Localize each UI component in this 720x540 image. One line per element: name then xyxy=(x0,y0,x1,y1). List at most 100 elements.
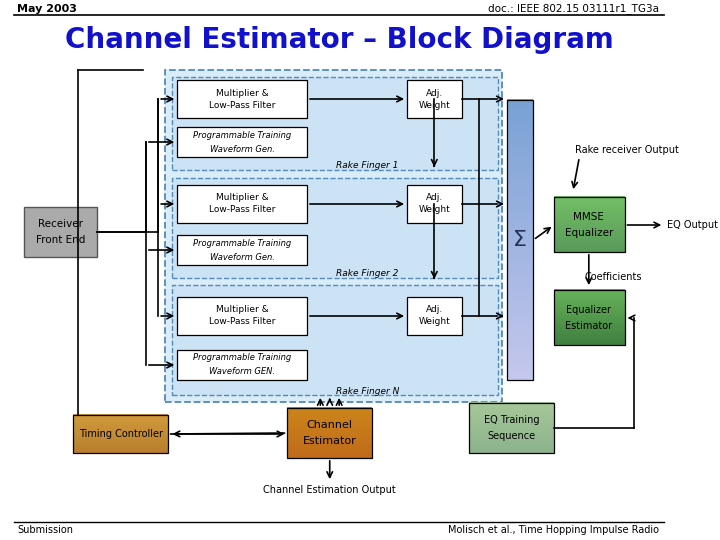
Bar xyxy=(554,297,625,300)
Bar xyxy=(554,199,625,201)
Text: Rake Finger 1: Rake Finger 1 xyxy=(336,161,399,171)
Bar xyxy=(287,455,372,457)
Bar xyxy=(507,305,534,310)
Bar xyxy=(554,301,625,303)
Bar xyxy=(73,436,168,438)
Bar xyxy=(554,208,625,211)
Bar xyxy=(507,328,534,333)
Bar xyxy=(469,440,554,442)
Bar xyxy=(554,241,625,244)
Text: Multiplier &: Multiplier & xyxy=(216,89,269,98)
Bar xyxy=(554,197,625,252)
Bar xyxy=(73,438,168,441)
Bar xyxy=(554,244,625,246)
Bar xyxy=(73,451,168,453)
Text: Waveform Gen.: Waveform Gen. xyxy=(210,253,274,261)
Bar xyxy=(287,413,372,415)
Bar xyxy=(469,426,554,428)
Bar xyxy=(73,444,168,447)
Bar xyxy=(287,418,372,421)
Bar xyxy=(507,323,534,329)
Bar xyxy=(469,403,554,406)
Bar xyxy=(469,416,554,418)
Bar xyxy=(73,415,168,417)
Bar xyxy=(469,451,554,453)
Bar xyxy=(554,236,625,238)
Bar xyxy=(469,407,554,409)
Bar xyxy=(507,370,534,375)
Bar xyxy=(507,100,534,380)
Bar xyxy=(507,174,534,179)
Bar xyxy=(469,435,554,437)
Bar xyxy=(554,326,625,328)
Bar xyxy=(554,299,625,301)
Bar xyxy=(507,99,534,105)
Text: Multiplier &: Multiplier & xyxy=(216,306,269,314)
Text: Σ: Σ xyxy=(513,230,527,250)
Bar xyxy=(287,408,372,410)
Bar xyxy=(177,127,307,157)
Text: Programmable Training: Programmable Training xyxy=(193,239,292,247)
Bar xyxy=(24,207,97,257)
Bar xyxy=(73,417,168,419)
Bar xyxy=(554,321,625,323)
Bar xyxy=(554,290,625,345)
Text: EQ Training: EQ Training xyxy=(484,415,539,425)
Bar xyxy=(507,220,534,226)
Bar xyxy=(73,450,168,452)
Bar xyxy=(287,443,372,446)
Bar xyxy=(554,292,625,294)
Text: Rake receiver Output: Rake receiver Output xyxy=(575,145,678,155)
Bar xyxy=(287,428,372,430)
Bar xyxy=(554,215,625,218)
Bar xyxy=(507,281,534,287)
Bar xyxy=(507,234,534,240)
Text: Low-Pass Filter: Low-Pass Filter xyxy=(209,318,275,327)
Text: Estimator: Estimator xyxy=(303,436,356,446)
Bar xyxy=(73,433,168,435)
Bar xyxy=(469,409,554,411)
Bar xyxy=(287,412,372,414)
Bar xyxy=(507,267,534,273)
Bar xyxy=(73,431,168,433)
Bar xyxy=(469,411,554,413)
Bar xyxy=(73,449,168,451)
Bar xyxy=(469,403,554,453)
Text: May 2003: May 2003 xyxy=(17,4,77,14)
Bar xyxy=(507,197,534,202)
Bar xyxy=(507,127,534,133)
Bar xyxy=(287,411,372,413)
Bar xyxy=(507,262,534,268)
Bar xyxy=(177,297,307,335)
Bar xyxy=(554,214,625,216)
Bar xyxy=(507,201,534,207)
Bar xyxy=(507,104,534,109)
Bar xyxy=(469,448,554,450)
Text: Receiver: Receiver xyxy=(37,219,83,229)
Bar xyxy=(287,441,372,443)
Bar xyxy=(73,441,168,443)
Bar xyxy=(507,365,534,370)
Bar xyxy=(554,240,625,242)
Bar xyxy=(73,424,168,427)
Bar xyxy=(554,232,625,234)
Bar xyxy=(469,415,554,417)
Bar xyxy=(469,417,554,419)
Bar xyxy=(469,413,554,415)
Text: Front End: Front End xyxy=(35,235,85,245)
Bar xyxy=(507,356,534,361)
Bar xyxy=(287,429,372,432)
Text: Coefficients: Coefficients xyxy=(584,272,642,282)
Bar xyxy=(73,440,168,442)
Bar xyxy=(287,442,372,444)
Bar xyxy=(287,447,372,449)
Text: Equalizer: Equalizer xyxy=(564,228,613,238)
Bar xyxy=(507,160,534,165)
Bar xyxy=(73,446,168,447)
Bar xyxy=(554,337,625,340)
Bar xyxy=(554,239,625,241)
Bar xyxy=(407,185,462,223)
Bar xyxy=(177,185,307,223)
Bar xyxy=(554,243,625,245)
Bar xyxy=(287,424,372,427)
